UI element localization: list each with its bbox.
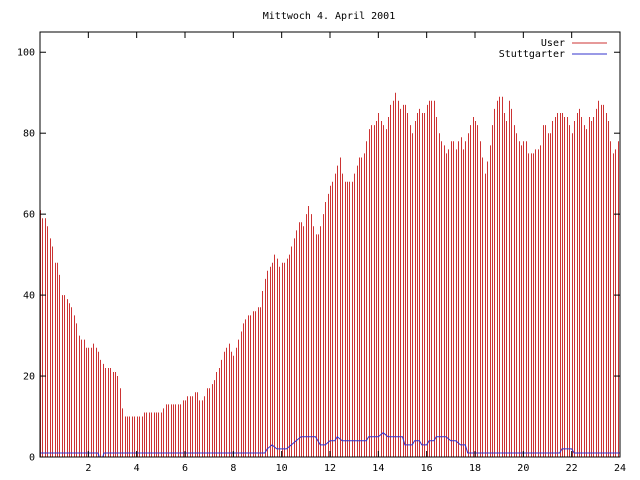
y-tick-label: 60 bbox=[23, 210, 35, 221]
legend-label-stuttgarter: Stuttgarter bbox=[499, 49, 565, 60]
x-tick-label: 8 bbox=[230, 463, 236, 474]
y-tick-label: 40 bbox=[23, 291, 35, 302]
x-tick-label: 12 bbox=[324, 463, 336, 474]
x-tick-label: 2 bbox=[85, 463, 91, 474]
user-series bbox=[40, 92, 619, 457]
legend-label-user: User bbox=[541, 38, 565, 49]
y-axis: 0 20 40 60 80 100 bbox=[17, 48, 620, 464]
x-tick-label: 6 bbox=[182, 463, 188, 474]
y-tick-label: 80 bbox=[23, 129, 35, 140]
y-tick-label: 100 bbox=[17, 48, 35, 59]
x-tick-label: 24 bbox=[614, 463, 626, 474]
chart-title: Mittwoch 4. April 2001 bbox=[263, 11, 395, 22]
x-tick-label: 20 bbox=[517, 463, 529, 474]
x-tick-label: 14 bbox=[372, 463, 384, 474]
x-tick-label: 22 bbox=[566, 463, 578, 474]
y-tick-label: 0 bbox=[29, 453, 35, 464]
stuttgarter-series-line bbox=[40, 432, 620, 458]
legend: User Stuttgarter bbox=[499, 38, 607, 60]
x-tick-label: 10 bbox=[276, 463, 288, 474]
x-axis: 2 4 6 8 10 12 14 16 18 20 22 24 bbox=[85, 32, 626, 474]
x-tick-label: 18 bbox=[469, 463, 481, 474]
y-tick-label: 20 bbox=[23, 372, 35, 383]
x-tick-label: 16 bbox=[421, 463, 433, 474]
x-tick-label: 4 bbox=[134, 463, 140, 474]
